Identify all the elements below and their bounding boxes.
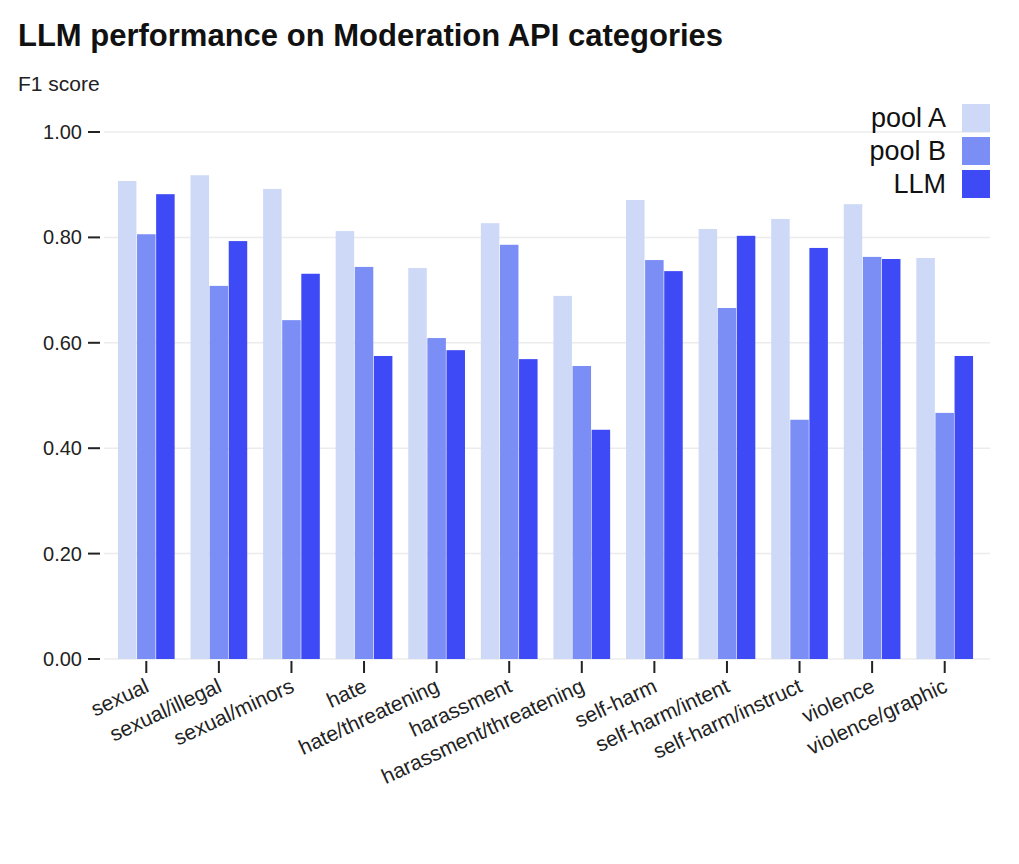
- x-tick-label: violence/graphic: [803, 674, 950, 759]
- bar: [955, 356, 974, 659]
- bar: [156, 194, 175, 659]
- bar: [573, 366, 592, 659]
- bar: [592, 430, 611, 659]
- bar: [229, 241, 248, 659]
- bar: [210, 286, 229, 659]
- y-tick: [88, 447, 100, 449]
- legend-swatch: [962, 137, 990, 165]
- bar: [446, 350, 465, 659]
- bar: [355, 267, 374, 659]
- legend-label: pool B: [869, 136, 946, 166]
- y-tick-label: 0.20: [43, 543, 82, 565]
- legend-swatch: [962, 104, 990, 132]
- x-tick: [145, 661, 147, 673]
- y-tick-label: 0.40: [43, 437, 82, 459]
- bar: [844, 204, 863, 659]
- x-tick: [944, 661, 946, 673]
- x-tick: [653, 661, 655, 673]
- legend-label: LLM: [893, 169, 946, 199]
- x-tick: [581, 661, 583, 673]
- legend-swatch: [962, 170, 990, 198]
- bar: [282, 320, 301, 659]
- x-tick: [726, 661, 728, 673]
- bar: [664, 271, 683, 659]
- bar: [481, 223, 500, 659]
- bar: [408, 268, 427, 659]
- y-tick: [88, 236, 100, 238]
- x-tick: [218, 661, 220, 673]
- y-tick-label: 0.80: [43, 226, 82, 248]
- bar: [790, 420, 809, 659]
- y-tick-label: 0.00: [43, 648, 82, 670]
- bar: [118, 181, 137, 659]
- x-tick-label: sexual/minors: [170, 674, 297, 750]
- bar: [263, 189, 282, 659]
- bar: [645, 260, 664, 659]
- bar: [699, 229, 718, 659]
- y-tick: [88, 553, 100, 555]
- x-tick-label: self-harm/instruct: [650, 674, 806, 763]
- bar: [336, 231, 355, 659]
- bar: [519, 359, 538, 659]
- bar: [809, 248, 828, 659]
- bar: [882, 259, 901, 659]
- x-tick: [799, 661, 801, 673]
- x-tick: [871, 661, 873, 673]
- y-tick: [88, 131, 100, 133]
- bar: [718, 308, 737, 659]
- x-tick: [290, 661, 292, 673]
- y-tick-label: 1.00: [43, 121, 82, 143]
- y-axis-label: F1 score: [18, 72, 100, 95]
- bar: [626, 200, 645, 659]
- bar: [935, 413, 954, 659]
- bar: [137, 234, 156, 659]
- bar: [916, 258, 935, 659]
- bars: [118, 175, 973, 659]
- x-tick: [508, 661, 510, 673]
- grid-line: [104, 131, 990, 133]
- bar: [374, 356, 393, 659]
- bar: [863, 257, 882, 659]
- legend: pool Apool BLLM: [869, 103, 990, 199]
- bar: [301, 274, 320, 659]
- legend-label: pool A: [871, 103, 946, 133]
- bar: [771, 219, 790, 659]
- y-tick-label: 0.60: [43, 332, 82, 354]
- y-tick: [88, 342, 100, 344]
- y-tick: [88, 658, 100, 660]
- x-tick: [363, 661, 365, 673]
- x-tick-label: harassment/threatening: [378, 674, 588, 788]
- bar: [737, 236, 756, 659]
- bar: [553, 296, 572, 659]
- bar: [191, 175, 210, 659]
- chart: LLM performance on Moderation API catego…: [0, 0, 1019, 864]
- bar: [500, 245, 519, 659]
- x-tick: [436, 661, 438, 673]
- bar: [427, 338, 446, 659]
- title: LLM performance on Moderation API catego…: [18, 18, 723, 53]
